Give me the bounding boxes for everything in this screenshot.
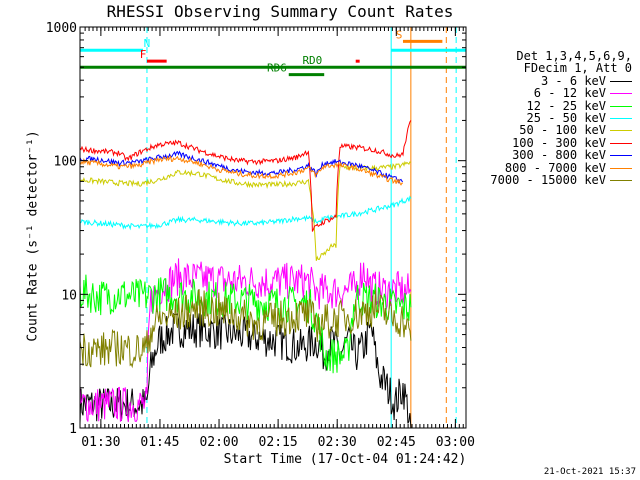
legend-label-4: 50 - 100 keV <box>519 123 606 138</box>
chart-axes: 1 10 100 1000 01:30 01:45 02:00 02:15 02:30 02:45… <box>46 21 475 450</box>
legend-swatch-7 <box>610 167 632 169</box>
series-line-3 <box>80 195 412 231</box>
series-line-7 <box>80 155 404 186</box>
legend-swatch-8 <box>610 180 632 182</box>
generation-timestamp: 21-Oct-2021 15:37 <box>543 467 636 477</box>
y-tick-label-3: 1000 <box>46 21 77 36</box>
chart-title: RHESSI Observing Summary Count Rates <box>106 2 454 21</box>
series-line-8 <box>80 288 412 369</box>
series-line-0 <box>80 312 412 428</box>
legend-header-detectors: Det 1,3,4,5,6,9, <box>516 49 632 63</box>
legend-label-0: 3 - 6 keV <box>540 73 606 88</box>
legend-swatch-5 <box>610 142 632 144</box>
legend-label-1: 6 - 12 keV <box>533 86 606 101</box>
legend-item-2: 12 - 25 keV <box>490 98 632 113</box>
legend-item-3: 25 - 50 keV <box>490 112 632 124</box>
x-tick-label-1: 01:45 <box>140 435 179 450</box>
legend-item-7: 800 - 7000 keV <box>490 160 632 175</box>
legend-item-5: 100 - 300 keV <box>490 137 632 149</box>
series-line-1 <box>80 258 412 423</box>
x-tick-label-4: 02:30 <box>318 435 357 450</box>
series-line-4 <box>80 160 412 261</box>
flag-label-6: S <box>396 28 403 41</box>
legend-swatch-6 <box>610 155 632 157</box>
series-line-6 <box>80 150 404 184</box>
x-axis-label: Start Time (17-Oct-04 01:24:42) <box>223 452 467 467</box>
legend-label-7: 800 - 7000 keV <box>504 160 606 175</box>
flag-label-0: N <box>144 37 151 50</box>
plot-frame <box>79 26 467 429</box>
legend-item-1: 6 - 12 keV <box>490 87 632 99</box>
legend-item-4: 50 - 100 keV <box>490 123 632 138</box>
x-tick-label-2: 02:00 <box>199 435 238 450</box>
legend-item-0: 3 - 6 keV <box>490 75 632 87</box>
legend-label-5: 100 - 300 keV <box>512 135 606 150</box>
legend-item-6: 300 - 800 keV <box>490 149 632 161</box>
legend-swatch-4 <box>610 130 632 132</box>
legend-label-6: 300 - 800 keV <box>512 148 606 163</box>
legend-swatch-3 <box>610 118 632 120</box>
y-axis-label: Count Rate (s⁻¹ detector⁻¹) <box>25 130 41 342</box>
flag-label-2: F <box>140 48 147 61</box>
legend-label-8: 7000 - 15000 keV <box>490 173 606 188</box>
chart-data-layer <box>80 27 457 428</box>
legend-label-2: 12 - 25 keV <box>526 98 606 113</box>
y-tick-label-2: 100 <box>54 155 77 170</box>
series-line-5 <box>80 120 412 232</box>
flag-label-4: RD0 <box>302 54 322 67</box>
x-tick-label-3: 02:15 <box>259 435 298 450</box>
legend-swatch-0 <box>610 80 632 82</box>
flag-label-5: RD6 <box>267 62 287 75</box>
legend-item-8: 7000 - 15000 keV <box>490 174 632 186</box>
y-tick-label-0: 1 <box>69 422 77 437</box>
legend-swatch-2 <box>610 105 632 107</box>
legend-header-decimation: FDecim 1, Att 0 <box>523 61 632 76</box>
legend-swatch-1 <box>610 93 632 95</box>
x-tick-label-0: 01:30 <box>81 435 120 450</box>
x-tick-label-5: 02:45 <box>377 435 416 450</box>
chart-flag-layer: NF RD0 RD6 S <box>80 28 466 77</box>
legend-label-3: 25 - 50 keV <box>526 111 606 126</box>
y-tick-label-1: 10 <box>61 288 77 303</box>
x-tick-label-6: 03:00 <box>436 435 475 450</box>
legend: Det 1,3,4,5,6,9, FDecim 1, Att 0 3 - 6 k… <box>490 50 632 186</box>
